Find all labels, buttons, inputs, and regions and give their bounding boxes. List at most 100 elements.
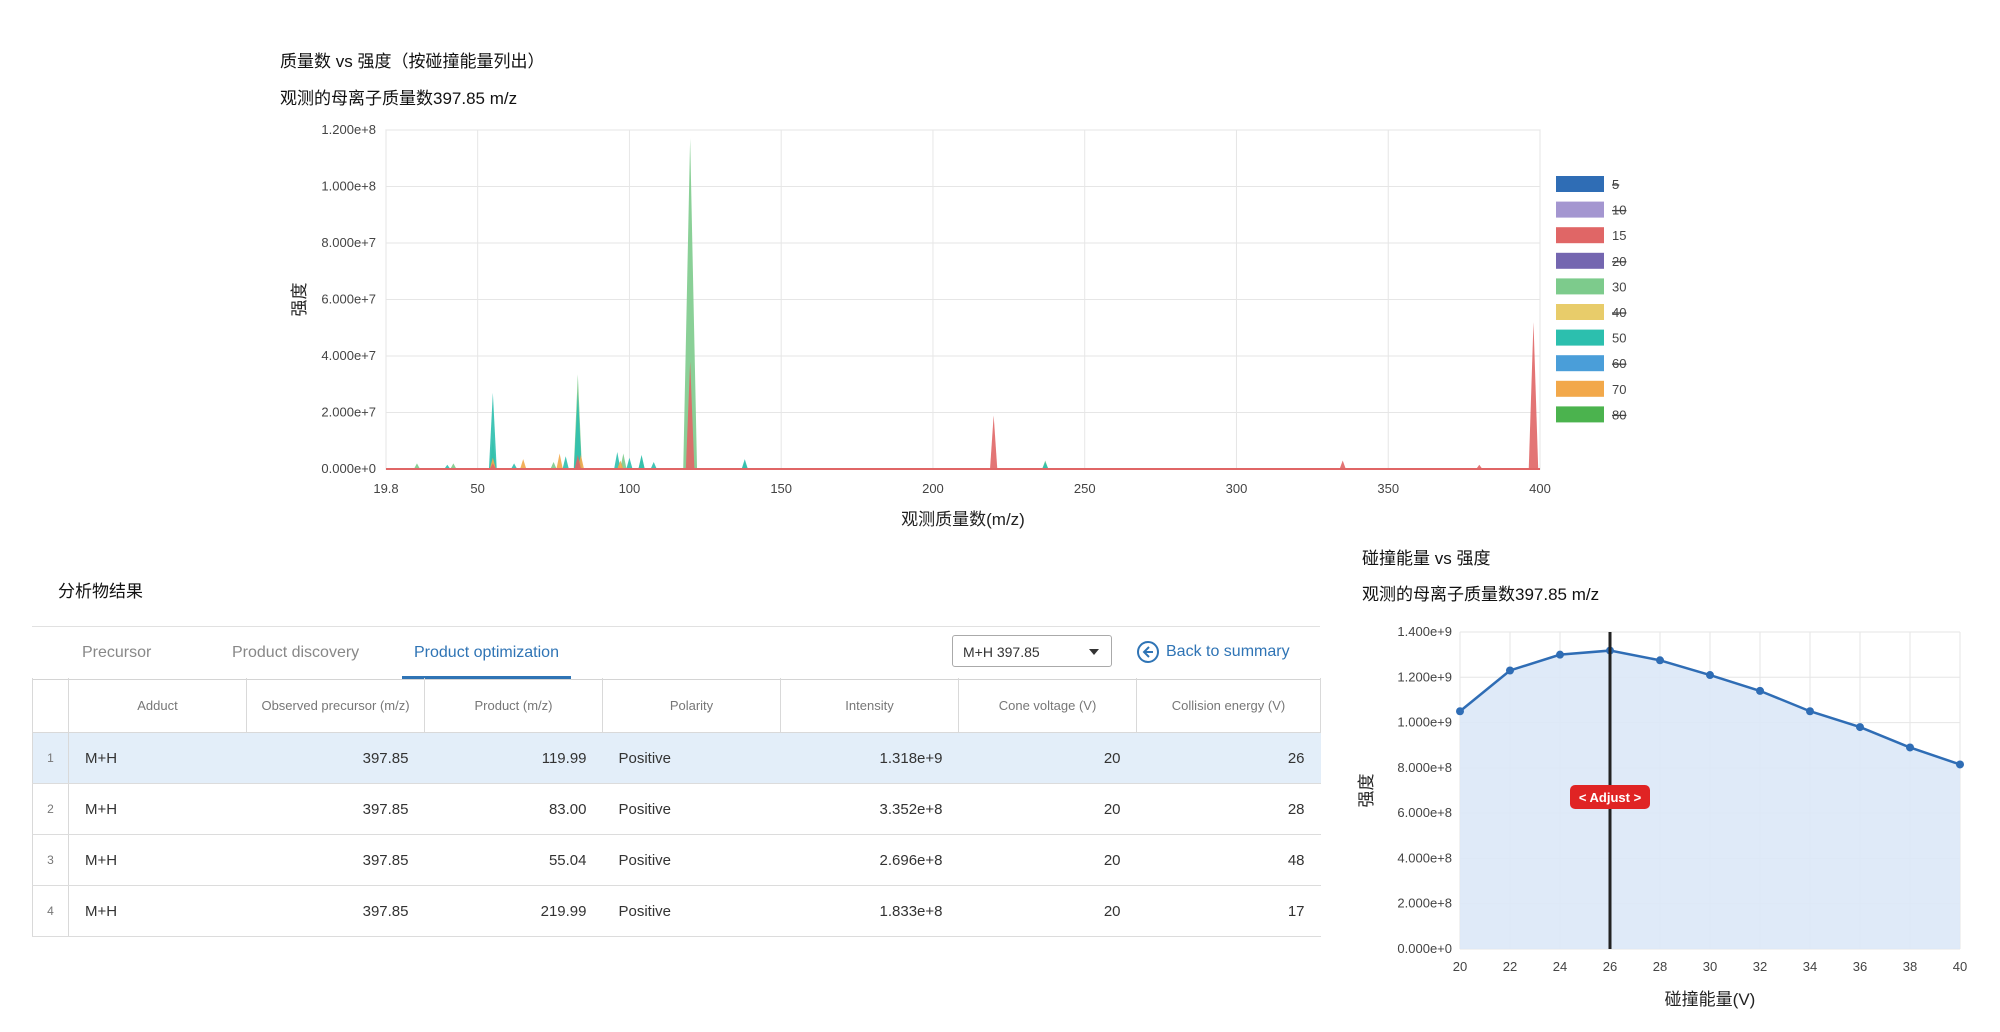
y-tick-label: 8.000e+8 [1397,760,1452,775]
peak [1042,461,1049,469]
legend-label: 10 [1612,203,1626,218]
x-tick-label: 100 [619,481,641,496]
x-tick-label: 200 [922,481,944,496]
arrow-left-circle-icon [1137,641,1159,663]
data-point [1956,760,1964,769]
tab-precursor[interactable]: Precursor [82,644,152,661]
cell-observed: 397.85 [246,783,425,835]
legend-swatch [1556,406,1604,423]
cell-collision: 17 [1136,885,1321,937]
back-to-summary-label: Back to summary [1166,643,1290,661]
legend-label: 40 [1612,305,1626,320]
cell-product: 219.99 [424,885,603,937]
energy-chart-subtitle: 观测的母离子质量数397.85 m/z [1362,585,1600,604]
results-table: Adduct Observed precursor (m/z) Product … [32,678,1321,937]
y-tick-label: 6.000e+7 [321,292,376,307]
tab-product-discovery[interactable]: Product discovery [232,644,360,661]
cell-collision: 28 [1136,783,1321,835]
cell-polarity: Positive [602,783,781,835]
adjust-button-bg [1570,785,1650,809]
column-header[interactable]: Polarity [602,678,781,733]
table-row[interactable]: 3 M+H 397.85 55.04 Positive 2.696e+8 20 … [32,834,1321,886]
legend-label: 20 [1612,254,1626,269]
peak [444,464,451,469]
cell-adduct: M+H [68,885,247,937]
peak [1528,322,1539,469]
y-tick-label: 1.000e+8 [321,179,376,194]
row-index: 4 [32,885,69,937]
column-header[interactable]: Intensity [780,678,959,733]
legend-swatch [1556,329,1604,346]
x-axis-title: 观测质量数(m/z) [901,510,1025,529]
column-header[interactable]: Cone voltage (V) [958,678,1137,733]
peak [489,463,496,469]
row-index: 2 [32,783,69,835]
legend-label: 50 [1612,331,1626,346]
peak [488,392,497,469]
column-header[interactable]: Collision energy (V) [1136,678,1321,733]
peak [520,459,527,469]
x-tick-label: 38 [1903,959,1917,974]
peak [650,461,657,469]
legend-swatch [1556,380,1604,397]
legend-swatch [1556,201,1604,218]
cell-adduct: M+H [68,783,247,835]
table-row[interactable]: 4 M+H 397.85 219.99 Positive 1.833e+8 20… [32,885,1321,937]
y-axis-title: 强度 [1357,774,1376,808]
adduct-select-value: M+H 397.85 [963,644,1040,660]
legend-swatch [1556,227,1604,244]
column-header-index [32,678,69,733]
x-tick-label: 34 [1803,959,1817,974]
table-row[interactable]: 2 M+H 397.85 83.00 Positive 3.352e+8 20 … [32,783,1321,835]
x-tick-label: 32 [1753,959,1767,974]
table-row[interactable]: 1 M+H 397.85 119.99 Positive 1.318e+9 20… [32,732,1321,784]
x-tick-label: 150 [770,481,792,496]
y-tick-label: 1.200e+8 [321,122,376,137]
y-tick-label: 1.400e+9 [1397,624,1452,639]
data-point [1656,656,1664,665]
column-header[interactable]: Product (m/z) [424,678,603,733]
y-tick-label: 8.000e+7 [321,235,376,250]
back-to-summary-button[interactable]: Back to summary [1136,640,1290,666]
table-header-row: Adduct Observed precursor (m/z) Product … [32,678,1321,733]
legend-label: 60 [1612,356,1626,371]
y-tick-label: 0.000e+0 [321,461,376,476]
x-tick-label: 350 [1377,481,1399,496]
data-point [1856,723,1864,732]
legend-label: 15 [1612,228,1626,243]
cell-product: 83.00 [424,783,603,835]
column-header[interactable]: Adduct [68,678,247,733]
cell-product: 55.04 [424,834,603,886]
energy-chart: 0.000e+0 2.000e+8 4.000e+8 6.000e+8 8.000e+8… [1357,624,1967,1009]
x-tick-label: 28 [1653,959,1667,974]
data-point [1906,743,1914,752]
legend-swatch [1556,252,1604,269]
data-point [1806,707,1814,716]
x-tick-label: 26 [1603,959,1617,974]
peak [556,453,563,469]
adjust-button[interactable]: < Adjust > [1570,785,1650,809]
cell-cone: 20 [958,783,1137,835]
adduct-select[interactable]: M+H 397.85 [952,635,1112,667]
cell-product: 119.99 [424,732,603,784]
tab-product-optimization[interactable]: Product optimization [402,627,571,679]
x-tick-label: 19.8 [373,481,398,496]
spectrum-chart: 0.000e+0 2.000e+7 4.000e+7 6.000e+7 8.000e+7… [290,122,1626,529]
energy-chart-title: 碰撞能量 vs 强度 [1362,549,1491,568]
legend-label: 70 [1612,382,1626,397]
cell-cone: 20 [958,834,1137,886]
x-tick-label: 400 [1529,481,1551,496]
column-header[interactable]: Observed precursor (m/z) [246,678,425,733]
y-tick-label: 2.000e+7 [321,405,376,420]
peak [683,138,698,469]
spectrum-title: 质量数 vs 强度（按碰撞能量列出） [280,52,545,71]
peak [617,460,624,469]
legend-swatch [1556,278,1604,295]
cell-adduct: M+H [68,834,247,886]
row-index: 1 [32,732,69,784]
y-axis-title: 强度 [290,283,309,317]
series-15 [489,322,1539,469]
x-tick-label: 40 [1953,959,1967,974]
cell-polarity: Positive [602,834,781,886]
y-tick-label: 1.000e+9 [1397,715,1452,730]
